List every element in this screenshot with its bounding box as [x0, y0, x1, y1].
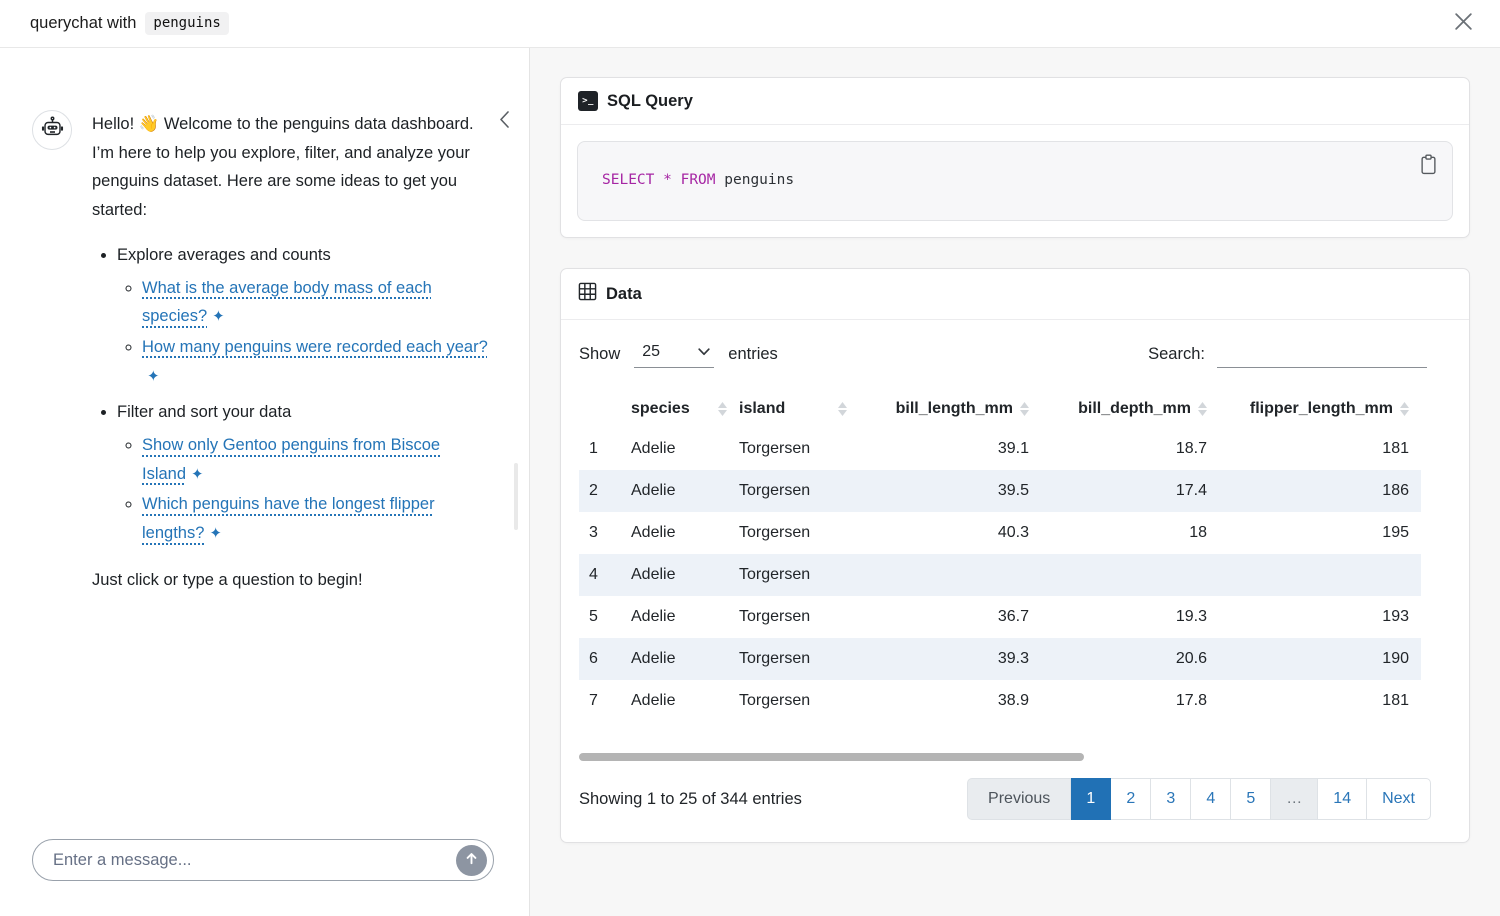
column-header-species[interactable]: species [625, 390, 733, 428]
entries-label: entries [728, 344, 778, 363]
table-horizontal-scrollbar[interactable] [579, 753, 1085, 761]
sort-icon [838, 402, 847, 416]
list-item: Which penguins have the longest flipper … [142, 490, 493, 547]
data-card-body: Show 25 entries Search: [561, 320, 1469, 842]
pagination-previous[interactable]: Previous [967, 778, 1072, 820]
header-rownum [579, 390, 625, 428]
sort-icon [718, 402, 727, 416]
list-item: What is the average body mass of each sp… [142, 274, 493, 331]
pagination-page-14[interactable]: 14 [1318, 778, 1368, 820]
suggestion-link-penguins-per-year[interactable]: How many penguins were recorded each yea… [142, 337, 488, 385]
sort-icon [1020, 402, 1029, 416]
sql-query-card: >_ SQL Query SELECT * [560, 77, 1470, 238]
page-length-select[interactable]: 25 [634, 341, 715, 368]
table-grid-icon [578, 282, 597, 306]
sort-icon [1400, 402, 1409, 416]
send-button[interactable] [456, 844, 487, 876]
table-controls: Show 25 entries Search: [579, 340, 1451, 368]
chat-scrollbar[interactable] [514, 463, 518, 530]
sparkle-icon: ✦ [147, 367, 160, 385]
close-icon [1453, 11, 1474, 37]
chat-input-container [32, 839, 494, 881]
greeting-text: Hello! 👋 Welcome to the penguins data da… [92, 115, 474, 220]
pagination-page-2[interactable]: 2 [1111, 778, 1152, 820]
arrow-up-icon [464, 851, 479, 869]
search-control: Search: [1148, 340, 1427, 368]
search-input[interactable] [1217, 340, 1427, 368]
table-row: 2 Adelie Torgersen 39.5 17.4 186 [579, 470, 1421, 512]
table-row: 5 Adelie Torgersen 36.7 19.3 193 [589, 608, 1409, 625]
message-input[interactable] [53, 850, 456, 870]
app-title-text: querychat with [30, 14, 137, 32]
pagination-page-4[interactable]: 4 [1191, 778, 1232, 820]
data-table: species island bill_length_mm bill_depth… [579, 390, 1421, 722]
assistant-message-body: Hello! 👋 Welcome to the penguins data da… [92, 110, 493, 595]
robot-icon [41, 116, 64, 144]
data-card-header: Data [561, 269, 1469, 320]
data-table-container: species island bill_length_mm bill_depth… [579, 390, 1421, 762]
sql-card-body: SELECT * FROM penguins [561, 125, 1469, 237]
list-item: Show only Gentoo penguins from Biscoe Is… [142, 431, 493, 488]
suggestion-group: Filter and sort your data Show only Gent… [117, 398, 493, 548]
suggestion-group-label: Explore averages and counts [117, 245, 331, 264]
page-length-value: 25 [642, 342, 661, 360]
sql-code-block: SELECT * FROM penguins [577, 141, 1453, 221]
show-label: Show [579, 344, 621, 363]
chevron-left-icon [498, 111, 511, 133]
search-label: Search: [1148, 344, 1205, 363]
pagination-next[interactable]: Next [1367, 778, 1431, 820]
column-header-island[interactable]: island [733, 390, 853, 428]
pagination-page-5[interactable]: 5 [1231, 778, 1272, 820]
sparkle-icon: ✦ [209, 525, 222, 543]
sql-card-header: >_ SQL Query [561, 78, 1469, 125]
chat-sidebar: Hello! 👋 Welcome to the penguins data da… [0, 48, 530, 916]
collapse-sidebar-button[interactable] [498, 110, 511, 134]
sql-query-text: SELECT * FROM penguins [602, 172, 795, 188]
pagination-page-1[interactable]: 1 [1071, 778, 1112, 820]
suggestion-link-gentoo-biscoe[interactable]: Show only Gentoo penguins from Biscoe Is… [142, 436, 441, 483]
pagination-page-3[interactable]: 3 [1151, 778, 1192, 820]
data-card-title: Data [606, 284, 642, 303]
app-header: querychat with penguins [0, 0, 1500, 48]
column-header-flipper-length[interactable]: flipper_length_mm [1213, 390, 1421, 428]
table-row: 7 Adelie Torgersen 38.9 17.8 181 [589, 692, 1409, 709]
sql-card-title: SQL Query [607, 91, 693, 110]
suggestion-group: Explore averages and counts What is the … [117, 241, 493, 391]
pagination-ellipsis: … [1271, 778, 1319, 820]
column-header-bill-length[interactable]: bill_length_mm [853, 390, 1035, 428]
table-info: Showing 1 to 25 of 344 entries [579, 789, 802, 808]
table-footer: Showing 1 to 25 of 344 entries Previous … [579, 778, 1451, 820]
suggestion-link-longest-flippers[interactable]: Which penguins have the longest flipper … [142, 495, 435, 543]
sort-icon [1198, 402, 1207, 416]
copy-button[interactable] [1418, 152, 1439, 180]
sparkle-icon: ✦ [191, 465, 204, 483]
suggestion-link-avg-body-mass[interactable]: What is the average body mass of each sp… [142, 278, 432, 326]
close-button[interactable] [1453, 11, 1474, 37]
data-card: Data Show 25 entries [560, 268, 1470, 843]
table-row: 4 Adelie Torgersen [579, 554, 1421, 596]
pagination: Previous 1 2 3 4 5 … 14 Next [967, 778, 1431, 820]
suggestion-list: Explore averages and counts What is the … [92, 241, 493, 548]
list-item: How many penguins were recorded each yea… [142, 333, 493, 390]
sparkle-icon: ✦ [212, 308, 225, 326]
page-title: querychat with penguins [30, 12, 229, 35]
dataset-name-chip: penguins [145, 12, 229, 35]
suggestion-group-label: Filter and sort your data [117, 403, 292, 422]
assistant-message: Hello! 👋 Welcome to the penguins data da… [0, 48, 529, 595]
terminal-icon: >_ [578, 91, 598, 111]
clipboard-icon [1420, 154, 1437, 178]
avatar [32, 110, 72, 150]
table-row: 6 Adelie Torgersen 39.3 20.6 190 [579, 638, 1421, 680]
table-row: 1 Adelie Torgersen 39.1 18.7 181 [589, 440, 1409, 457]
table-header-row: species island bill_length_mm bill_depth… [579, 390, 1421, 428]
table-row: 3 Adelie Torgersen 40.3 18 195 [589, 524, 1409, 541]
page-length-control: Show 25 entries [579, 341, 778, 368]
column-header-bill-depth[interactable]: bill_depth_mm [1035, 390, 1213, 428]
chevron-down-icon [698, 343, 710, 361]
closing-text: Just click or type a question to begin! [92, 570, 363, 589]
dashboard-panel: >_ SQL Query SELECT * [530, 48, 1500, 916]
